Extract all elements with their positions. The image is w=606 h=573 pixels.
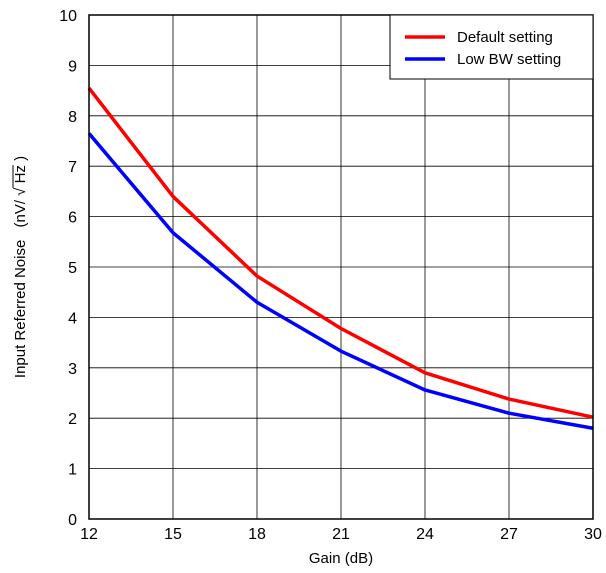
legend: Default setting Low BW setting [389,14,594,80]
y-tick-labels: 0 1 2 3 4 5 6 7 8 9 10 [59,8,77,529]
y-tick-label: 5 [68,260,77,277]
y-axis-unit-prefix: (nV/ [12,199,29,227]
x-tick-label: 21 [332,526,350,543]
y-tick-label: 2 [68,411,77,428]
x-tick-label: 24 [416,526,434,543]
y-tick-label: 1 [68,462,77,479]
grid-lines [88,14,594,520]
legend-label: Default setting [457,29,553,46]
x-axis-label: Gain (dB) [309,550,373,567]
x-tick-label: 18 [248,526,266,543]
svg-text:Input Referred Noise (nV: Input Referred Noise (nV/ √ Hz ) [12,156,29,378]
y-tick-label: 7 [68,159,77,176]
legend-box [389,14,594,80]
y-tick-label: 10 [59,8,77,25]
sqrt-symbol: √ [12,187,29,196]
x-tick-labels: 12 15 18 21 24 27 30 [80,526,602,543]
x-tick-label: 27 [500,526,518,543]
y-tick-label: 9 [68,58,77,75]
y-tick-label: 8 [68,109,77,126]
x-tick-label: 15 [164,526,182,543]
series-line-2 [87,132,594,431]
y-axis-label-text: Input Referred Noise [12,240,29,378]
y-axis-unit-radicand: Hz [12,165,29,183]
y-axis-label: Input Referred Noise (nV/ √ Hz ) [12,156,29,378]
y-axis-unit-suffix: ) [12,156,29,161]
series-lines [87,87,594,431]
x-tick-label: 30 [584,526,602,543]
plot-frame [88,14,594,520]
y-tick-label: 3 [68,361,77,378]
y-tick-label: 4 [68,310,77,327]
series-line-1 [87,87,594,419]
x-tick-label: 12 [80,526,98,543]
y-tick-label: 6 [68,210,77,227]
legend-label: Low BW setting [457,51,561,68]
y-tick-label: 0 [68,512,77,529]
